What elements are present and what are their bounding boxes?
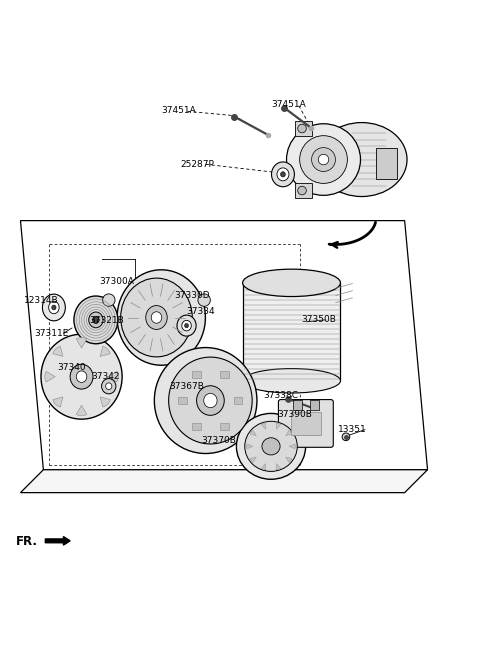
Ellipse shape — [245, 421, 297, 472]
Ellipse shape — [318, 154, 329, 165]
Wedge shape — [276, 464, 281, 470]
Ellipse shape — [102, 379, 116, 394]
Ellipse shape — [168, 357, 252, 444]
Wedge shape — [53, 346, 63, 356]
Ellipse shape — [312, 148, 336, 171]
Ellipse shape — [316, 123, 407, 197]
Ellipse shape — [93, 316, 99, 323]
Ellipse shape — [277, 168, 289, 181]
Bar — [179, 397, 187, 404]
Text: 37367B: 37367B — [169, 382, 204, 391]
FancyBboxPatch shape — [278, 400, 333, 447]
Wedge shape — [45, 371, 55, 382]
Bar — [220, 371, 228, 379]
Ellipse shape — [89, 312, 103, 328]
Wedge shape — [289, 444, 295, 449]
Bar — [310, 400, 319, 410]
Ellipse shape — [41, 334, 122, 419]
Wedge shape — [276, 423, 281, 429]
Text: 12314B: 12314B — [24, 296, 59, 305]
Ellipse shape — [120, 278, 192, 357]
Text: 37300A: 37300A — [99, 277, 134, 286]
Wedge shape — [286, 457, 292, 462]
Ellipse shape — [151, 312, 162, 323]
Wedge shape — [100, 346, 110, 356]
Ellipse shape — [106, 383, 112, 390]
Text: 37321B: 37321B — [90, 316, 124, 325]
Text: 37370B: 37370B — [201, 436, 236, 445]
Text: 13351: 13351 — [338, 424, 367, 434]
Ellipse shape — [103, 294, 115, 306]
Wedge shape — [247, 444, 253, 449]
Ellipse shape — [177, 315, 196, 336]
Text: 37342: 37342 — [91, 372, 120, 381]
Bar — [295, 121, 312, 136]
Bar — [376, 148, 397, 178]
Wedge shape — [76, 405, 87, 416]
Bar — [192, 371, 201, 379]
Text: 25287P: 25287P — [180, 160, 214, 169]
Bar — [192, 422, 201, 430]
Ellipse shape — [42, 294, 65, 321]
Ellipse shape — [242, 269, 340, 297]
Wedge shape — [286, 430, 292, 436]
Ellipse shape — [70, 364, 93, 389]
Ellipse shape — [198, 294, 210, 306]
Polygon shape — [242, 283, 340, 380]
Wedge shape — [262, 423, 266, 429]
Bar — [290, 413, 321, 436]
Text: 37338C: 37338C — [263, 391, 298, 400]
Ellipse shape — [262, 438, 280, 455]
Polygon shape — [21, 220, 428, 470]
Wedge shape — [76, 338, 87, 348]
FancyArrow shape — [45, 537, 70, 545]
Wedge shape — [53, 397, 63, 407]
Text: 37340: 37340 — [58, 363, 86, 372]
Ellipse shape — [298, 124, 306, 133]
Ellipse shape — [76, 371, 87, 382]
Ellipse shape — [204, 394, 217, 407]
Ellipse shape — [272, 162, 294, 187]
Text: 37451A: 37451A — [271, 100, 306, 109]
Ellipse shape — [197, 386, 224, 415]
Ellipse shape — [281, 172, 285, 177]
Bar — [295, 184, 312, 197]
Ellipse shape — [155, 348, 257, 453]
Ellipse shape — [117, 270, 205, 365]
Ellipse shape — [185, 323, 189, 328]
Bar — [234, 397, 242, 404]
Text: 37311E: 37311E — [34, 329, 68, 338]
Ellipse shape — [48, 301, 59, 314]
Text: 37350B: 37350B — [301, 315, 336, 324]
Text: 37334: 37334 — [187, 307, 215, 316]
Text: 37390B: 37390B — [277, 411, 312, 419]
Wedge shape — [251, 430, 256, 436]
Text: FR.: FR. — [16, 535, 38, 548]
Ellipse shape — [74, 296, 118, 344]
Wedge shape — [100, 397, 110, 407]
Ellipse shape — [342, 433, 350, 441]
Ellipse shape — [242, 369, 340, 393]
Ellipse shape — [146, 306, 167, 329]
Wedge shape — [262, 464, 266, 470]
Ellipse shape — [300, 136, 348, 184]
Ellipse shape — [298, 186, 306, 195]
Ellipse shape — [237, 413, 306, 480]
Text: 37451A: 37451A — [161, 106, 196, 115]
Bar — [220, 422, 228, 430]
Ellipse shape — [182, 320, 192, 331]
Text: 37330D: 37330D — [174, 291, 210, 300]
Bar — [293, 400, 301, 410]
Wedge shape — [108, 371, 118, 382]
Polygon shape — [21, 470, 428, 493]
Wedge shape — [251, 457, 256, 462]
Ellipse shape — [52, 305, 56, 310]
Ellipse shape — [287, 124, 360, 195]
